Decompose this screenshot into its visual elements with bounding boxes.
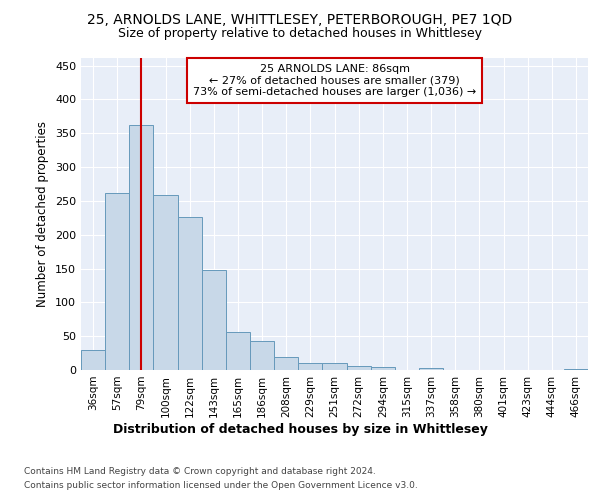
Y-axis label: Number of detached properties: Number of detached properties	[37, 120, 49, 306]
Bar	[202, 270, 226, 370]
Text: Contains public sector information licensed under the Open Government Licence v3: Contains public sector information licen…	[24, 481, 418, 490]
Bar	[347, 366, 371, 370]
Text: Distribution of detached houses by size in Whittlesey: Distribution of detached houses by size …	[113, 422, 487, 436]
Bar	[250, 341, 274, 370]
Bar	[298, 362, 322, 370]
Bar	[178, 217, 202, 370]
Bar	[274, 357, 298, 370]
Text: Contains HM Land Registry data © Crown copyright and database right 2024.: Contains HM Land Registry data © Crown c…	[24, 468, 376, 476]
Text: Size of property relative to detached houses in Whittlesey: Size of property relative to detached ho…	[118, 28, 482, 40]
Bar	[129, 125, 154, 370]
Bar	[81, 350, 105, 370]
Bar	[419, 368, 443, 370]
Bar	[371, 366, 395, 370]
Bar	[322, 362, 347, 370]
Bar	[226, 332, 250, 370]
Text: 25, ARNOLDS LANE, WHITTLESEY, PETERBOROUGH, PE7 1QD: 25, ARNOLDS LANE, WHITTLESEY, PETERBOROU…	[88, 12, 512, 26]
Text: 25 ARNOLDS LANE: 86sqm
← 27% of detached houses are smaller (379)
73% of semi-de: 25 ARNOLDS LANE: 86sqm ← 27% of detached…	[193, 64, 476, 97]
Bar	[105, 193, 129, 370]
Bar	[154, 196, 178, 370]
